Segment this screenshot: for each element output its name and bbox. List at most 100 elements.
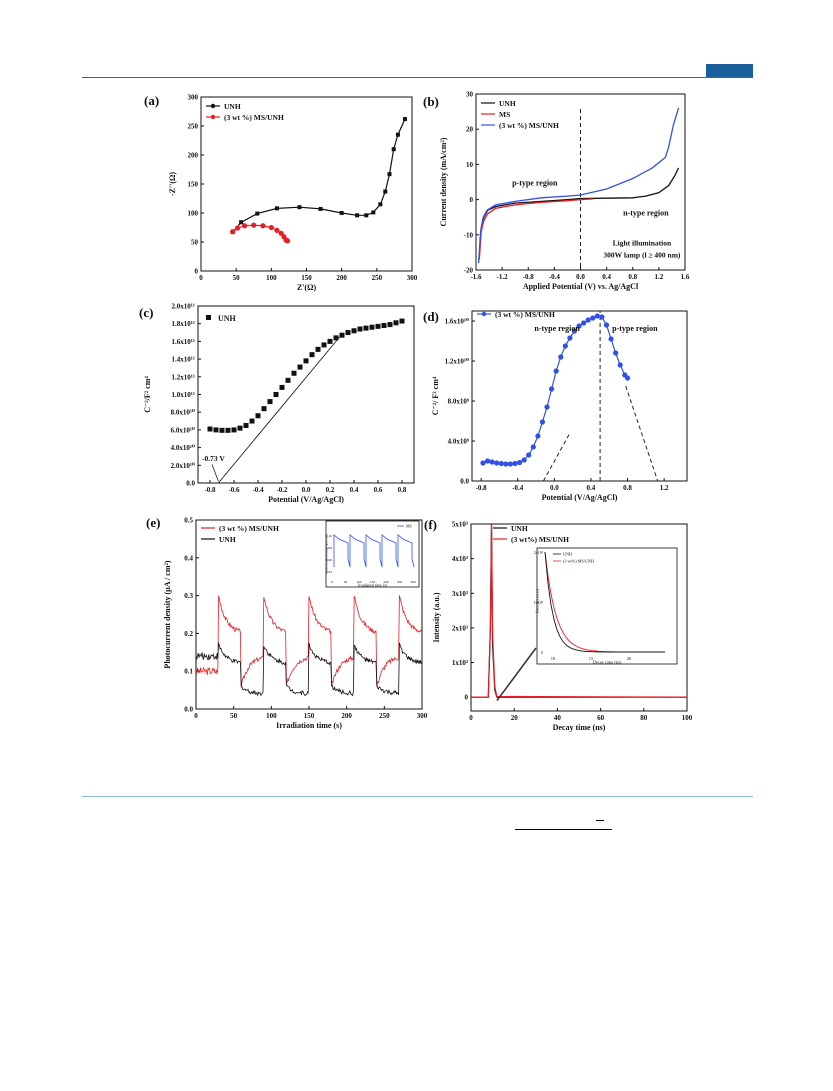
data-point [249, 418, 255, 424]
x-tick-label: 300 [407, 274, 418, 282]
series-line [232, 118, 406, 233]
inset-x-tick-label: 15 [589, 656, 594, 661]
x-tick-label: 100 [266, 712, 277, 720]
x-tick-label: 0.0 [302, 486, 311, 494]
legend-entry: UNH [218, 314, 237, 323]
text-fragment-bar [596, 820, 604, 821]
x-tick-label: 0.0 [550, 484, 559, 492]
legend-marker [210, 103, 216, 109]
data-point [594, 313, 600, 319]
annotation-intercept: -0.73 V [202, 454, 225, 463]
x-tick-label: 250 [372, 274, 383, 282]
data-point [516, 459, 523, 466]
annotation-n-type: n-type region [534, 324, 580, 333]
y-tick-label: 200 [188, 152, 199, 160]
y-tick-label: 1.6x10¹¹ [172, 338, 195, 346]
y-tick-label: 8.0x10¹⁰ [171, 409, 195, 417]
data-point [387, 322, 393, 328]
y-tick-label: 1x10³ [452, 659, 468, 667]
data-point [391, 147, 396, 152]
inset-x-label: Decay time (ns) [593, 660, 622, 665]
x-axis-label: Potential (V/Ag/AgCl) [542, 493, 618, 502]
y-tick-label: 3x10³ [452, 590, 468, 598]
inset-x-tick-label: 200 [383, 580, 389, 584]
data-point [321, 342, 327, 348]
annotation-arrow [211, 464, 219, 482]
panel-b: -1.6 -1.2 -0.8 -0.4 0.0 0.4 0.8 1.2 1.6 -20 -10 0 10… [439, 91, 690, 292]
data-point [274, 227, 280, 233]
figure-bottom-rule [82, 796, 753, 797]
panel-f: 0 20 40 60 80 10001x10³2x10³3x10³4x10³5x10³De… [432, 521, 693, 733]
panel-d: -0.8 -0.4 0.0 0.4 0.8 1.2 0.0 4.0x10⁹ 8.0x10⁹ 1.2… [431, 310, 688, 502]
data-point [484, 458, 491, 464]
x-axis-label: Irradiation time (s) [276, 721, 342, 730]
data-point [535, 433, 541, 439]
y-axis-label: Intensity (a.u.) [432, 592, 441, 642]
data-point [480, 460, 486, 466]
x-tick-label: 0.8 [628, 273, 637, 281]
data-point [357, 326, 363, 332]
journal-tab [706, 64, 753, 77]
y-tick-label: 0.2 [184, 630, 193, 638]
y-axis-label: Photocurrent density (μA / cm²) [163, 560, 172, 668]
data-point [562, 343, 568, 349]
x-tick-label: 40 [554, 714, 562, 722]
x-tick-label: -0.4 [549, 273, 561, 281]
data-point [273, 392, 279, 397]
data-point [315, 346, 321, 352]
x-tick-label: 80 [640, 714, 648, 722]
x-tick-label: -0.8 [204, 486, 216, 494]
data-point [503, 461, 509, 467]
x-tick-label: 1.2 [655, 273, 664, 281]
x-tick-label: 0 [199, 274, 203, 282]
annotation-light: Light illumination [613, 238, 672, 247]
dashed-guide [542, 432, 571, 482]
inset-x-tick-label: 100 [356, 580, 362, 584]
panel-label-c: (c) [139, 305, 153, 320]
data-point [494, 460, 500, 466]
data-point [279, 384, 285, 390]
legend-entry: (3 wt %) MS/UNH [219, 524, 279, 533]
data-point [261, 406, 267, 412]
legend-entry: (3 wt%) MS/UNH [511, 535, 569, 544]
data-point [351, 328, 357, 334]
data-point [608, 336, 614, 342]
text-fragment-line [515, 829, 612, 830]
panel-label-a: (a) [144, 93, 159, 108]
data-point [260, 223, 266, 229]
data-point [255, 413, 261, 419]
inset-y-tick-label: 0.06 [326, 558, 332, 562]
data-point [383, 189, 388, 194]
y-tick-label: 0.0 [184, 706, 193, 714]
dashed-guide [625, 385, 659, 482]
data-point [297, 205, 302, 210]
y-tick-label: 50 [191, 239, 199, 247]
y-tick-label: 250 [188, 123, 199, 131]
y-tick-label: 4x10³ [452, 555, 468, 563]
legend-entry: MS [499, 110, 510, 119]
inset-series-unh [544, 551, 665, 653]
data-point [381, 322, 387, 328]
data-point [613, 350, 619, 356]
x-tick-label: -1.6 [470, 273, 482, 281]
data-point [498, 460, 504, 467]
y-tick-label: 30 [466, 91, 474, 99]
x-tick-label: -0.2 [276, 486, 288, 494]
panel-label-b: (b) [423, 94, 439, 109]
x-tick-label: 50 [230, 712, 238, 720]
data-point [251, 222, 257, 228]
x-tick-label: 150 [304, 712, 315, 720]
x-tick-label: -0.4 [512, 484, 524, 492]
data-point [318, 206, 323, 211]
y-tick-label: 0 [465, 694, 469, 702]
y-tick-label: 2x10³ [452, 624, 468, 632]
x-tick-label: -1.2 [497, 273, 509, 281]
y-tick-label: 0 [470, 196, 474, 204]
x-axis-label: Decay time (ns) [553, 723, 606, 732]
data-point [603, 322, 610, 328]
data-point [581, 320, 587, 326]
data-point [327, 338, 333, 344]
legend-entry: UNH [499, 99, 516, 108]
data-point [278, 230, 284, 236]
x-tick-label: -0.8 [523, 273, 535, 281]
